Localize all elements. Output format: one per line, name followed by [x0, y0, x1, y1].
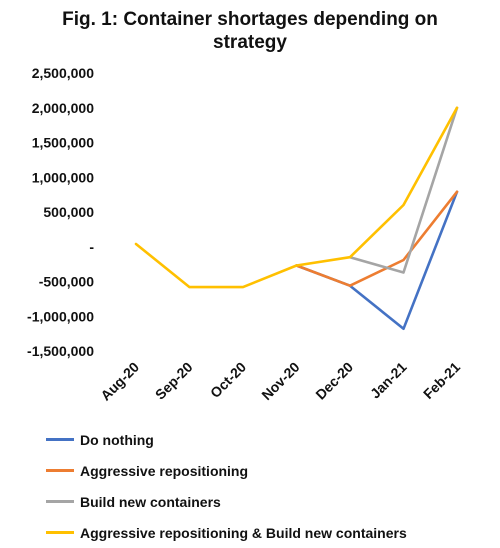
x-axis-ticks: Aug-20 Sep-20 Oct-20 Nov-20 Dec-20 Jan-21 Feb-…: [97, 359, 463, 404]
series-line: [295, 190, 459, 288]
line-chart: 2,500,000 2,000,000 1,500,000 1,000,000 500,…: [27, 65, 463, 404]
y-tick-label: -1,000,000: [27, 308, 94, 324]
y-tick-label: 2,500,000: [32, 65, 94, 81]
series-line: [348, 106, 459, 274]
chart-legend: Do nothing Aggressive repositioning Build …: [46, 424, 486, 548]
legend-item: Aggressive repositioning & Build new con…: [46, 517, 486, 548]
chart-title: Fig. 1: Container shortages depending on…: [0, 8, 500, 54]
x-tick-label: Sep-20: [152, 359, 196, 403]
y-tick-label: -1,500,000: [27, 343, 94, 359]
y-tick-label: 2,000,000: [32, 100, 94, 116]
legend-label: Aggressive repositioning & Build new con…: [80, 524, 407, 541]
y-tick-label: -: [89, 239, 94, 255]
x-tick-label: Nov-20: [258, 359, 302, 403]
y-tick-label: 1,500,000: [32, 135, 94, 151]
y-axis-ticks: 2,500,000 2,000,000 1,500,000 1,000,000 500,…: [27, 65, 94, 359]
series-lines: [134, 106, 459, 331]
x-tick-label: Dec-20: [312, 359, 356, 403]
series-line: [295, 190, 459, 331]
series-line: [134, 106, 459, 289]
y-tick-label: 1,000,000: [32, 169, 94, 185]
x-tick-label: Jan-21: [367, 359, 410, 402]
legend-label: Build new containers: [80, 493, 221, 510]
legend-item: Do nothing: [46, 424, 486, 455]
x-tick-label: Aug-20: [97, 359, 142, 404]
chart-title-line-1: Fig. 1: Container shortages depending on: [62, 9, 438, 30]
legend-swatch: [46, 469, 74, 472]
legend-item: Build new containers: [46, 486, 486, 517]
y-tick-label: 500,000: [43, 204, 94, 220]
legend-swatch: [46, 500, 74, 503]
x-tick-label: Oct-20: [207, 359, 249, 401]
x-tick-label: Feb-21: [420, 359, 463, 402]
legend-item: Aggressive repositioning: [46, 455, 486, 486]
legend-swatch: [46, 531, 74, 534]
legend-label: Do nothing: [80, 431, 154, 448]
y-tick-label: -500,000: [39, 274, 94, 290]
chart-title-line-2: strategy: [213, 32, 287, 53]
legend-label: Aggressive repositioning: [80, 462, 249, 479]
legend-swatch: [46, 438, 74, 441]
